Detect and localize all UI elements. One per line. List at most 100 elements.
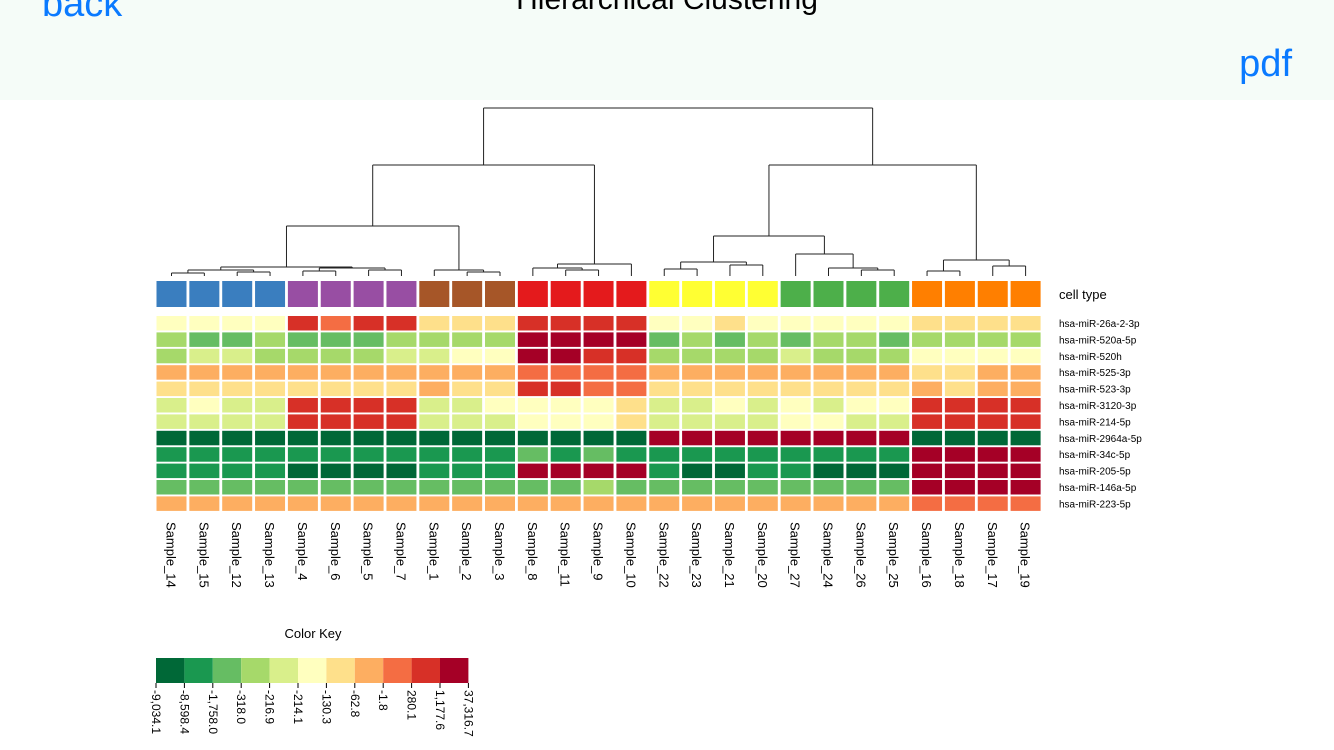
heatmap-cell	[189, 430, 220, 446]
heatmap-cell	[386, 447, 417, 462]
sample-label: Sample_1	[426, 522, 441, 581]
heatmap-cell	[879, 463, 910, 479]
heatmap-cell	[616, 365, 647, 380]
heatmap-cell	[287, 430, 318, 446]
heatmap-cell	[189, 398, 220, 413]
annotation-cell	[485, 281, 515, 307]
heatmap-cell	[419, 496, 450, 511]
heatmap-cells	[156, 316, 1041, 511]
heatmap-cell	[222, 365, 253, 380]
sample-label: Sample_15	[196, 522, 211, 588]
color-key-label: -214.1	[291, 690, 305, 724]
heatmap-cell	[255, 332, 286, 347]
heatmap-cell	[1010, 447, 1041, 462]
heatmap-cell	[320, 496, 351, 511]
sample-label: Sample_11	[558, 522, 573, 587]
heatmap-cell	[320, 365, 351, 380]
heatmap-cell	[255, 398, 286, 413]
heatmap-cell	[485, 480, 515, 495]
heatmap-cell	[452, 348, 483, 364]
heatmap-cell	[977, 332, 1008, 347]
heatmap-cell	[944, 332, 975, 347]
heatmap-cell	[682, 332, 713, 347]
back-button[interactable]: back	[42, 0, 123, 25]
heatmap-cell	[353, 398, 384, 413]
gene-labels: hsa-miR-26a-2-3p hsa-miR-520a-5p hsa-miR-5…	[1059, 319, 1142, 510]
navigation-bar: back Hierarchical Clustering pdf	[0, 0, 1334, 100]
heatmap-cell	[977, 480, 1008, 495]
heatmap-cell	[682, 480, 713, 495]
heatmap-cell	[977, 316, 1008, 331]
heatmap-cell	[616, 414, 647, 429]
heatmap-cell	[780, 447, 811, 462]
heatmap-cell	[682, 316, 713, 331]
heatmap-cell	[189, 463, 220, 479]
heatmap-cell	[550, 480, 581, 495]
heatmap-cell	[255, 463, 286, 479]
heatmap-cell	[1010, 496, 1041, 511]
heatmap-cell	[386, 348, 417, 364]
annotation-cell	[419, 281, 450, 307]
heatmap-cell	[912, 348, 943, 364]
heatmap-cell	[419, 348, 450, 364]
heatmap-cell	[517, 365, 548, 380]
heatmap-cell	[879, 447, 910, 462]
sample-label: Sample_8	[525, 522, 540, 581]
heatmap-cell	[944, 463, 975, 479]
heatmap-cell	[517, 398, 548, 413]
heatmap-cell	[879, 365, 910, 380]
color-key-label: -62.8	[348, 690, 362, 718]
heatmap-cell	[846, 316, 877, 331]
heatmap-cell	[156, 398, 187, 413]
color-key-label: -216.9	[263, 690, 277, 724]
heatmap-cell	[977, 430, 1008, 446]
heatmap-cell	[1010, 463, 1041, 479]
heatmap-cell	[550, 496, 581, 511]
heatmap-cell	[485, 365, 515, 380]
heatmap-cell	[780, 365, 811, 380]
sample-label: Sample_3	[492, 522, 507, 581]
heatmap-cell	[747, 430, 778, 446]
gene-label: hsa-miR-34c-5p	[1059, 450, 1131, 461]
heatmap-cell	[780, 414, 811, 429]
sample-label: Sample_19	[1018, 522, 1033, 588]
heatmap-cell	[189, 348, 220, 364]
heatmap-cell	[682, 414, 713, 429]
sample-label: Sample_21	[722, 522, 737, 588]
heatmap-cell	[714, 414, 745, 429]
color-key-swatch	[411, 658, 440, 683]
heatmap-cell	[747, 414, 778, 429]
heatmap-cell	[780, 480, 811, 495]
heatmap-cell	[813, 414, 844, 429]
heatmap-cell	[452, 430, 483, 446]
heatmap-cell	[912, 430, 943, 446]
heatmap-cell	[550, 316, 581, 331]
heatmap-cell	[747, 496, 778, 511]
color-key-labels: -9,034.1 -8,598.4 -1,758.0 -318.0 -216.9 -214…	[149, 683, 475, 737]
heatmap-cell	[287, 463, 318, 479]
heatmap-cell	[682, 430, 713, 446]
heatmap-cell	[583, 398, 614, 413]
heatmap-cell	[682, 381, 713, 397]
heatmap-cell	[386, 496, 417, 511]
heatmap-cell	[780, 496, 811, 511]
heatmap-cell	[813, 447, 844, 462]
color-key-label: 280.1	[405, 690, 419, 720]
color-key-label: 1,177.6	[433, 690, 447, 730]
heatmap-cell	[583, 332, 614, 347]
heatmap-cell	[485, 463, 515, 479]
heatmap-cell	[255, 365, 286, 380]
heatmap-cell	[682, 447, 713, 462]
heatmap-cell	[813, 316, 844, 331]
heatmap-cell	[747, 463, 778, 479]
heatmap-cell	[485, 381, 515, 397]
heatmap-cell	[320, 414, 351, 429]
heatmap-cell	[287, 414, 318, 429]
color-key-swatch	[212, 658, 242, 683]
pdf-button[interactable]: pdf	[1239, 43, 1292, 85]
heatmap-cell	[714, 480, 745, 495]
heatmap-cell	[353, 447, 384, 462]
heatmap-cell	[912, 463, 943, 479]
heatmap-cell	[912, 447, 943, 462]
heatmap-cell	[649, 447, 680, 462]
